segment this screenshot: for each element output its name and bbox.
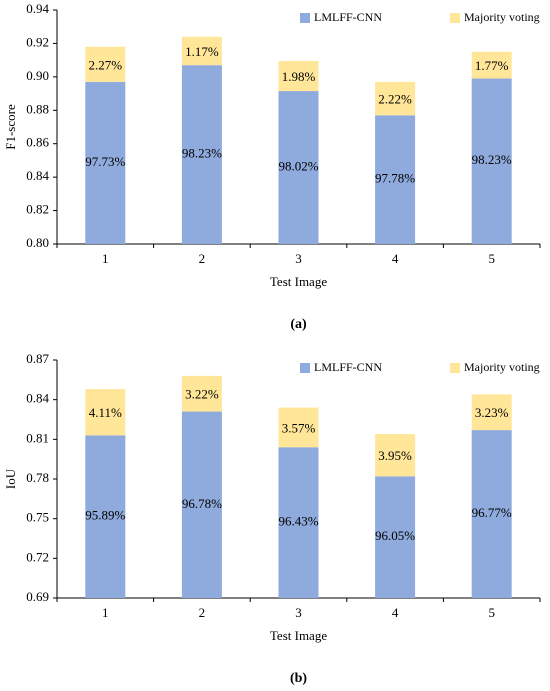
bar-segment <box>375 476 416 598</box>
segment-annotation: 95.89% <box>85 508 125 523</box>
legend-label: LMLFF-CNN <box>314 10 382 24</box>
x-tick-label: 2 <box>199 605 206 620</box>
y-tick-label: 0.82 <box>26 202 49 217</box>
bar-segment <box>278 91 319 244</box>
y-tick-label: 0.94 <box>26 1 49 16</box>
segment-annotation: 3.95% <box>378 448 412 463</box>
legend-swatch <box>300 363 310 373</box>
y-tick-label: 0.84 <box>26 168 49 183</box>
legend-swatch <box>300 13 310 23</box>
legend-swatch <box>450 13 460 23</box>
bar-segment <box>181 375 222 412</box>
bar-segment <box>278 447 319 598</box>
x-axis-label: Test Image <box>270 628 327 643</box>
y-axis-label: IoU <box>3 468 18 489</box>
x-tick-label: 4 <box>392 605 399 620</box>
segment-annotation: 97.73% <box>85 154 125 169</box>
segment-annotation: 96.43% <box>278 514 318 529</box>
segment-annotation: 4.11% <box>89 405 122 420</box>
y-tick-label: 0.92 <box>26 34 49 49</box>
x-axis-label: Test Image <box>270 274 327 289</box>
bar-segment <box>471 51 512 79</box>
x-tick-label: 3 <box>295 251 302 266</box>
y-tick-label: 0.75 <box>26 510 49 525</box>
bar-segment <box>375 81 416 116</box>
segment-annotation: 98.02% <box>278 159 318 174</box>
legend-label: Majority voting <box>464 10 540 24</box>
y-tick-label: 0.90 <box>26 68 49 83</box>
bar-segment <box>278 407 319 448</box>
x-tick-label: 1 <box>102 251 109 266</box>
bar-segment <box>375 115 416 244</box>
y-axis-label: F1-score <box>3 104 18 150</box>
segment-annotation: 97.78% <box>375 171 415 186</box>
x-tick-label: 1 <box>102 605 109 620</box>
y-tick-label: 0.69 <box>26 589 49 604</box>
x-tick-label: 2 <box>199 251 206 266</box>
segment-annotation: 98.23% <box>472 152 512 167</box>
segment-annotation: 1.98% <box>282 69 316 84</box>
bar-segment <box>181 36 222 66</box>
bar-segment <box>85 46 126 82</box>
y-tick-label: 0.87 <box>26 351 49 366</box>
bar-segment <box>85 435 126 598</box>
caption: (b) <box>290 671 307 686</box>
segment-annotation: 2.22% <box>378 92 412 107</box>
segment-annotation: 2.27% <box>89 57 123 72</box>
y-tick-label: 0.78 <box>26 470 49 485</box>
x-tick-label: 3 <box>295 605 302 620</box>
bar-segment <box>471 78 512 245</box>
legend-swatch <box>450 363 460 373</box>
segment-annotation: 3.22% <box>185 387 219 402</box>
bar-segment <box>278 60 319 92</box>
bar-segment <box>181 65 222 245</box>
legend-label: LMLFF-CNN <box>314 360 382 374</box>
bar-segment <box>471 430 512 598</box>
x-tick-label: 4 <box>392 251 399 266</box>
segment-annotation: 98.23% <box>182 146 222 161</box>
bar-segment <box>181 411 222 598</box>
legend-label: Majority voting <box>464 360 540 374</box>
bar-segment <box>85 389 126 436</box>
x-tick-label: 5 <box>488 605 495 620</box>
y-tick-label: 0.81 <box>26 430 49 445</box>
x-tick-label: 5 <box>488 251 495 266</box>
caption: (a) <box>290 317 307 332</box>
segment-annotation: 96.78% <box>182 496 222 511</box>
y-tick-label: 0.88 <box>26 101 49 116</box>
segment-annotation: 1.77% <box>475 58 509 73</box>
segment-annotation: 96.05% <box>375 528 415 543</box>
segment-annotation: 3.57% <box>282 420 316 435</box>
y-tick-label: 0.72 <box>26 549 49 564</box>
bar-segment <box>471 394 512 431</box>
y-tick-label: 0.86 <box>26 135 49 150</box>
segment-annotation: 96.77% <box>472 505 512 520</box>
segment-annotation: 1.17% <box>185 44 219 59</box>
segment-annotation: 3.23% <box>475 405 509 420</box>
y-tick-label: 0.80 <box>26 235 49 250</box>
bar-segment <box>85 81 126 244</box>
bar-segment <box>375 434 416 477</box>
y-tick-label: 0.84 <box>26 391 49 406</box>
